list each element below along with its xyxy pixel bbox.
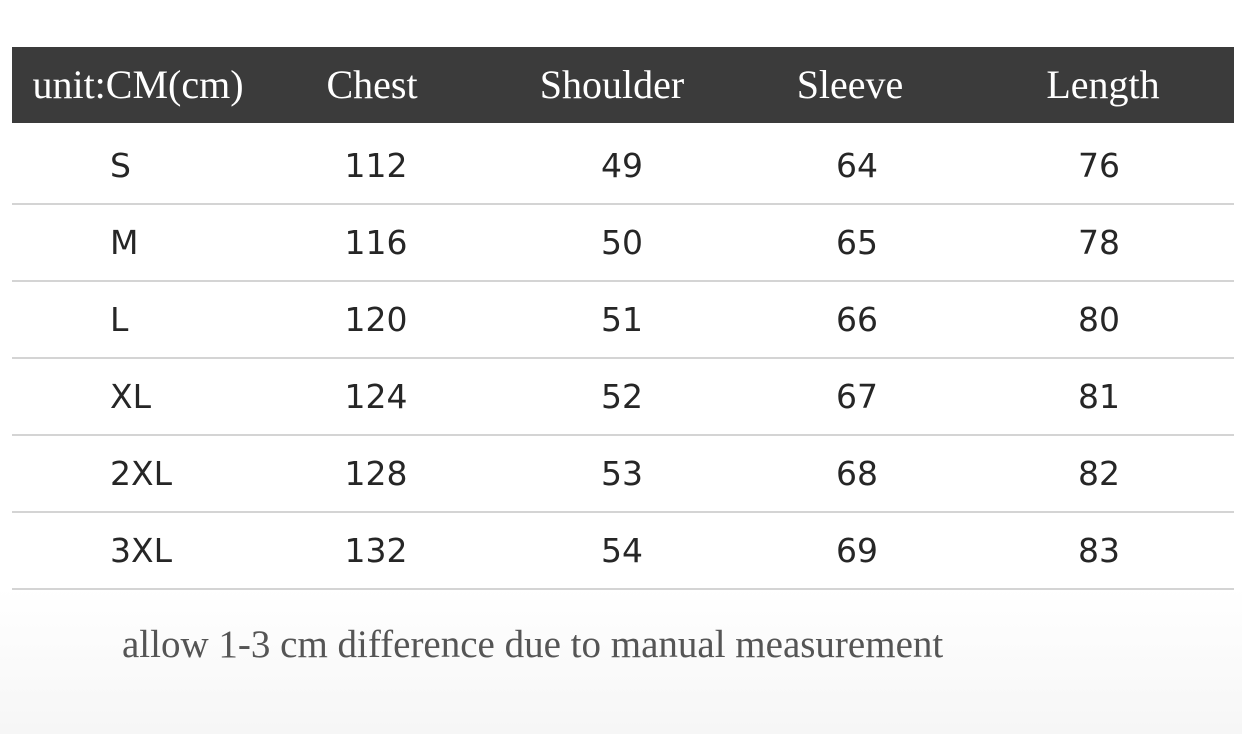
header-cell: Chest <box>326 62 418 107</box>
header-cell: unit:CM(cm) <box>32 62 244 107</box>
value-cell: 128 <box>344 454 408 493</box>
table-row: XL 124 52 67 81 <box>12 359 1234 436</box>
size-cell: XL <box>110 377 151 416</box>
value-cell: 67 <box>836 377 878 416</box>
value-cell: 52 <box>601 377 643 416</box>
value-cell: 54 <box>601 531 643 570</box>
table-row: S 112 49 64 76 <box>12 128 1234 205</box>
value-cell: 49 <box>601 146 643 185</box>
value-cell: 81 <box>1078 377 1120 416</box>
value-cell: 132 <box>344 531 408 570</box>
size-cell: 3XL <box>110 531 172 570</box>
value-cell: 50 <box>601 223 643 262</box>
size-cell: M <box>110 223 139 262</box>
value-cell: 112 <box>344 146 408 185</box>
header-cell: Sleeve <box>796 62 904 107</box>
value-cell: 68 <box>836 454 878 493</box>
value-cell: 76 <box>1078 146 1120 185</box>
table-row: M 116 50 65 78 <box>12 205 1234 282</box>
value-cell: 120 <box>344 300 408 339</box>
value-cell: 78 <box>1078 223 1120 262</box>
header-cell: Length <box>1046 62 1160 107</box>
value-cell: 124 <box>344 377 408 416</box>
value-cell: 116 <box>344 223 408 262</box>
note: allow 1-3 cm difference due to manual me… <box>122 623 944 666</box>
value-cell: 65 <box>836 223 878 262</box>
table-row: 2XL 128 53 68 82 <box>12 436 1234 513</box>
value-cell: 80 <box>1078 300 1120 339</box>
value-cell: 66 <box>836 300 878 339</box>
size-cell: S <box>110 146 131 185</box>
table-header: unit:CM(cm) Chest Shoulder Sleeve Length <box>12 47 1234 123</box>
table-row: 3XL 132 54 69 83 <box>12 513 1234 590</box>
value-cell: 51 <box>601 300 643 339</box>
value-cell: 64 <box>836 146 878 185</box>
value-cell: 83 <box>1078 531 1120 570</box>
value-cell: 69 <box>836 531 878 570</box>
size-cell: 2XL <box>110 454 172 493</box>
value-cell: 82 <box>1078 454 1120 493</box>
value-cell: 53 <box>601 454 643 493</box>
header-cell: Shoulder <box>539 62 685 107</box>
table-row: L 120 51 66 80 <box>12 282 1234 359</box>
size-cell: L <box>110 300 129 339</box>
